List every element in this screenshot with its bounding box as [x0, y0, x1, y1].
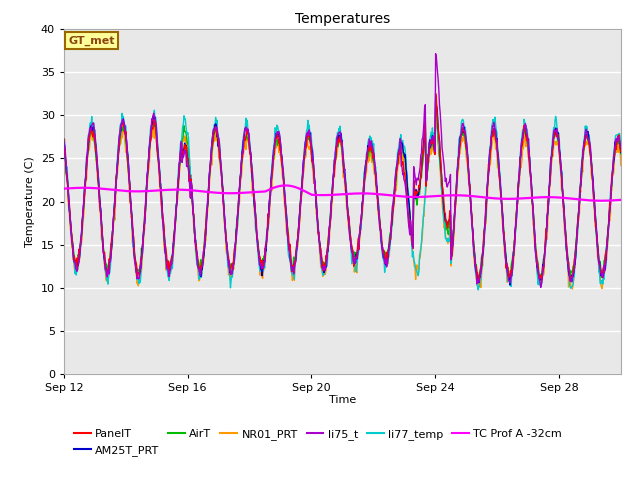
Text: GT_met: GT_met [68, 36, 115, 46]
Title: Temperatures: Temperatures [295, 12, 390, 26]
Y-axis label: Temperature (C): Temperature (C) [26, 156, 35, 247]
X-axis label: Time: Time [329, 395, 356, 405]
Legend: PanelT, AM25T_PRT, AirT, NR01_PRT, li75_t, li77_temp, TC Prof A -32cm: PanelT, AM25T_PRT, AirT, NR01_PRT, li75_… [70, 425, 566, 460]
